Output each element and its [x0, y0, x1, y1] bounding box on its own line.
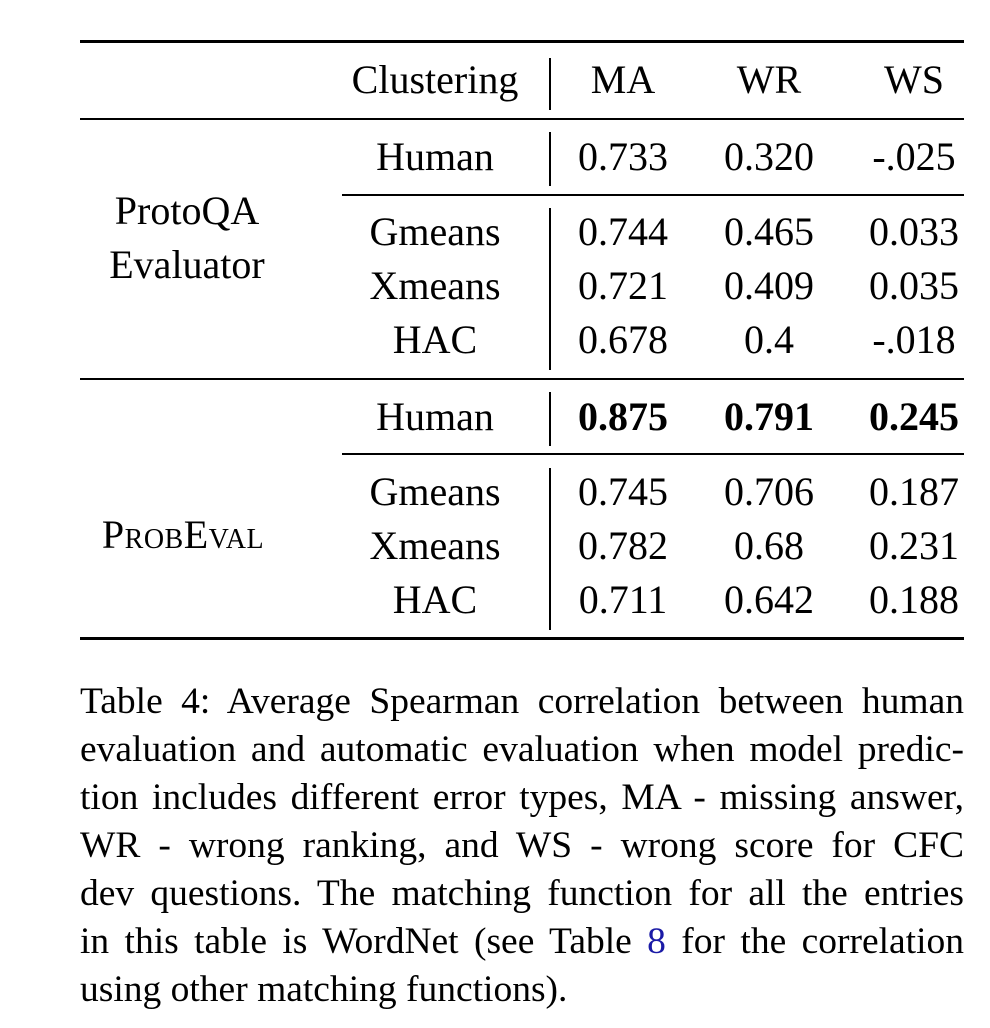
g1-row2-clustering: Xmeans	[369, 263, 501, 308]
g1-row3-clustering: HAC	[392, 317, 478, 362]
g2-row2-ws: 0.231	[869, 523, 959, 568]
g1-human-ws: -.025	[872, 134, 956, 179]
header-ws: WS	[884, 57, 944, 102]
caption-line: using other matching functions).	[80, 969, 568, 1010]
header-ma: MA	[590, 57, 656, 102]
group2-rows-vsep	[549, 468, 551, 630]
g1-row1-ma: 0.744	[578, 209, 668, 254]
g1-row3-ws: -.018	[872, 317, 956, 362]
caption-line: evaluation and automatic evaluation when…	[80, 729, 964, 770]
group1-human-rule	[342, 194, 964, 196]
caption-line: tion includes different error types, MA …	[80, 777, 964, 818]
header-wr: WR	[736, 57, 802, 102]
g2-human-ma: 0.875	[578, 394, 668, 439]
table-caption: Table 4: Average Spearman correlation be…	[80, 678, 964, 1014]
g1-row3-ma: 0.678	[578, 317, 668, 362]
group1-human-vsep	[549, 132, 551, 186]
g2-row2-wr: 0.68	[734, 523, 804, 568]
g1-human-ma: 0.733	[578, 134, 668, 179]
caption-text: in this table is WordNet (see Table	[80, 921, 648, 962]
g2-row2-clustering: Xmeans	[369, 523, 501, 568]
g2-row1-ws: 0.187	[869, 469, 959, 514]
header-vsep	[549, 58, 551, 110]
group-label-line1: ProtoQA	[114, 188, 260, 233]
g1-human-clustering: Human	[376, 134, 494, 179]
g1-human-wr: 0.320	[724, 134, 814, 179]
g2-row2-ma: 0.782	[578, 523, 668, 568]
g2-human-ws: 0.245	[869, 394, 959, 439]
g1-row2-wr: 0.409	[724, 263, 814, 308]
group1-rows-vsep	[549, 208, 551, 370]
g2-human-wr: 0.791	[724, 394, 814, 439]
g2-row3-ma: 0.711	[578, 577, 668, 622]
caption-line: WR - wrong ranking, and WS - wrong score…	[80, 825, 964, 866]
g2-human-clustering: Human	[376, 394, 494, 439]
table-8-ref-link[interactable]: 8	[647, 921, 666, 962]
results-table: Clustering MA WR WS ProtoQA Evaluator Hu…	[80, 40, 964, 640]
caption-line: dev questions. The matching function for…	[80, 873, 964, 914]
g2-row1-clustering: Gmeans	[369, 469, 501, 514]
group-label-protoqa: ProtoQA Evaluator	[109, 184, 265, 292]
top-rule	[80, 40, 964, 43]
g1-row1-wr: 0.465	[724, 209, 814, 254]
g2-row3-ws: 0.188	[869, 577, 959, 622]
caption-line: Table 4: Average Spearman correlation be…	[80, 681, 964, 722]
header-clustering: Clustering	[351, 57, 519, 102]
g2-row3-clustering: HAC	[392, 577, 478, 622]
header-rule	[80, 118, 964, 120]
group-label-probeval: ProbEval	[101, 512, 265, 557]
g1-row2-ma: 0.721	[578, 263, 668, 308]
caption-line: in this table is WordNet (see Table 8 fo…	[80, 918, 964, 966]
g1-row2-ws: 0.035	[869, 263, 959, 308]
group-separator-rule	[80, 378, 964, 380]
group-label-line2: Evaluator	[109, 242, 265, 287]
group2-human-rule	[342, 453, 964, 455]
g1-row1-clustering: Gmeans	[369, 209, 501, 254]
group2-human-vsep	[549, 392, 551, 446]
bottom-rule	[80, 637, 964, 640]
g1-row3-wr: 0.4	[744, 317, 794, 362]
g1-row1-ws: 0.033	[869, 209, 959, 254]
g2-row1-wr: 0.706	[724, 469, 814, 514]
caption-text: for the correlation	[665, 921, 965, 962]
g2-row3-wr: 0.642	[724, 577, 814, 622]
g2-row1-ma: 0.745	[578, 469, 668, 514]
